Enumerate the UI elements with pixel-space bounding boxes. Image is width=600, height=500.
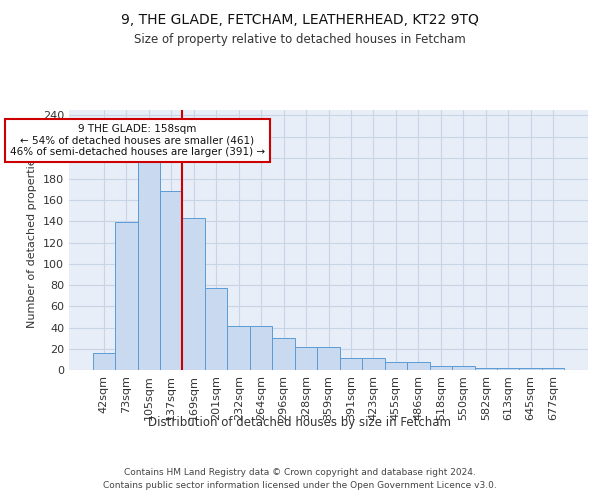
Bar: [295, 346, 317, 370]
Y-axis label: Number of detached properties: Number of detached properties: [28, 152, 37, 328]
Bar: [520, 368, 542, 370]
Text: 9, THE GLADE, FETCHAM, LEATHERHEAD, KT22 9TQ: 9, THE GLADE, FETCHAM, LEATHERHEAD, KT22…: [121, 12, 479, 26]
Bar: [227, 326, 250, 370]
Bar: [340, 358, 362, 370]
Bar: [317, 346, 340, 370]
Bar: [407, 362, 430, 370]
Bar: [160, 190, 182, 370]
Bar: [115, 222, 137, 370]
Bar: [137, 159, 160, 370]
Bar: [385, 362, 407, 370]
Text: Distribution of detached houses by size in Fetcham: Distribution of detached houses by size …: [149, 416, 452, 429]
Bar: [250, 326, 272, 370]
Bar: [362, 358, 385, 370]
Bar: [542, 368, 565, 370]
Bar: [272, 338, 295, 370]
Text: Contains HM Land Registry data © Crown copyright and database right 2024.
Contai: Contains HM Land Registry data © Crown c…: [103, 468, 497, 490]
Bar: [182, 218, 205, 370]
Bar: [430, 366, 452, 370]
Bar: [205, 288, 227, 370]
Bar: [475, 368, 497, 370]
Text: Size of property relative to detached houses in Fetcham: Size of property relative to detached ho…: [134, 32, 466, 46]
Bar: [452, 366, 475, 370]
Bar: [497, 368, 520, 370]
Text: 9 THE GLADE: 158sqm
← 54% of detached houses are smaller (461)
46% of semi-detac: 9 THE GLADE: 158sqm ← 54% of detached ho…: [10, 124, 265, 157]
Bar: [92, 353, 115, 370]
